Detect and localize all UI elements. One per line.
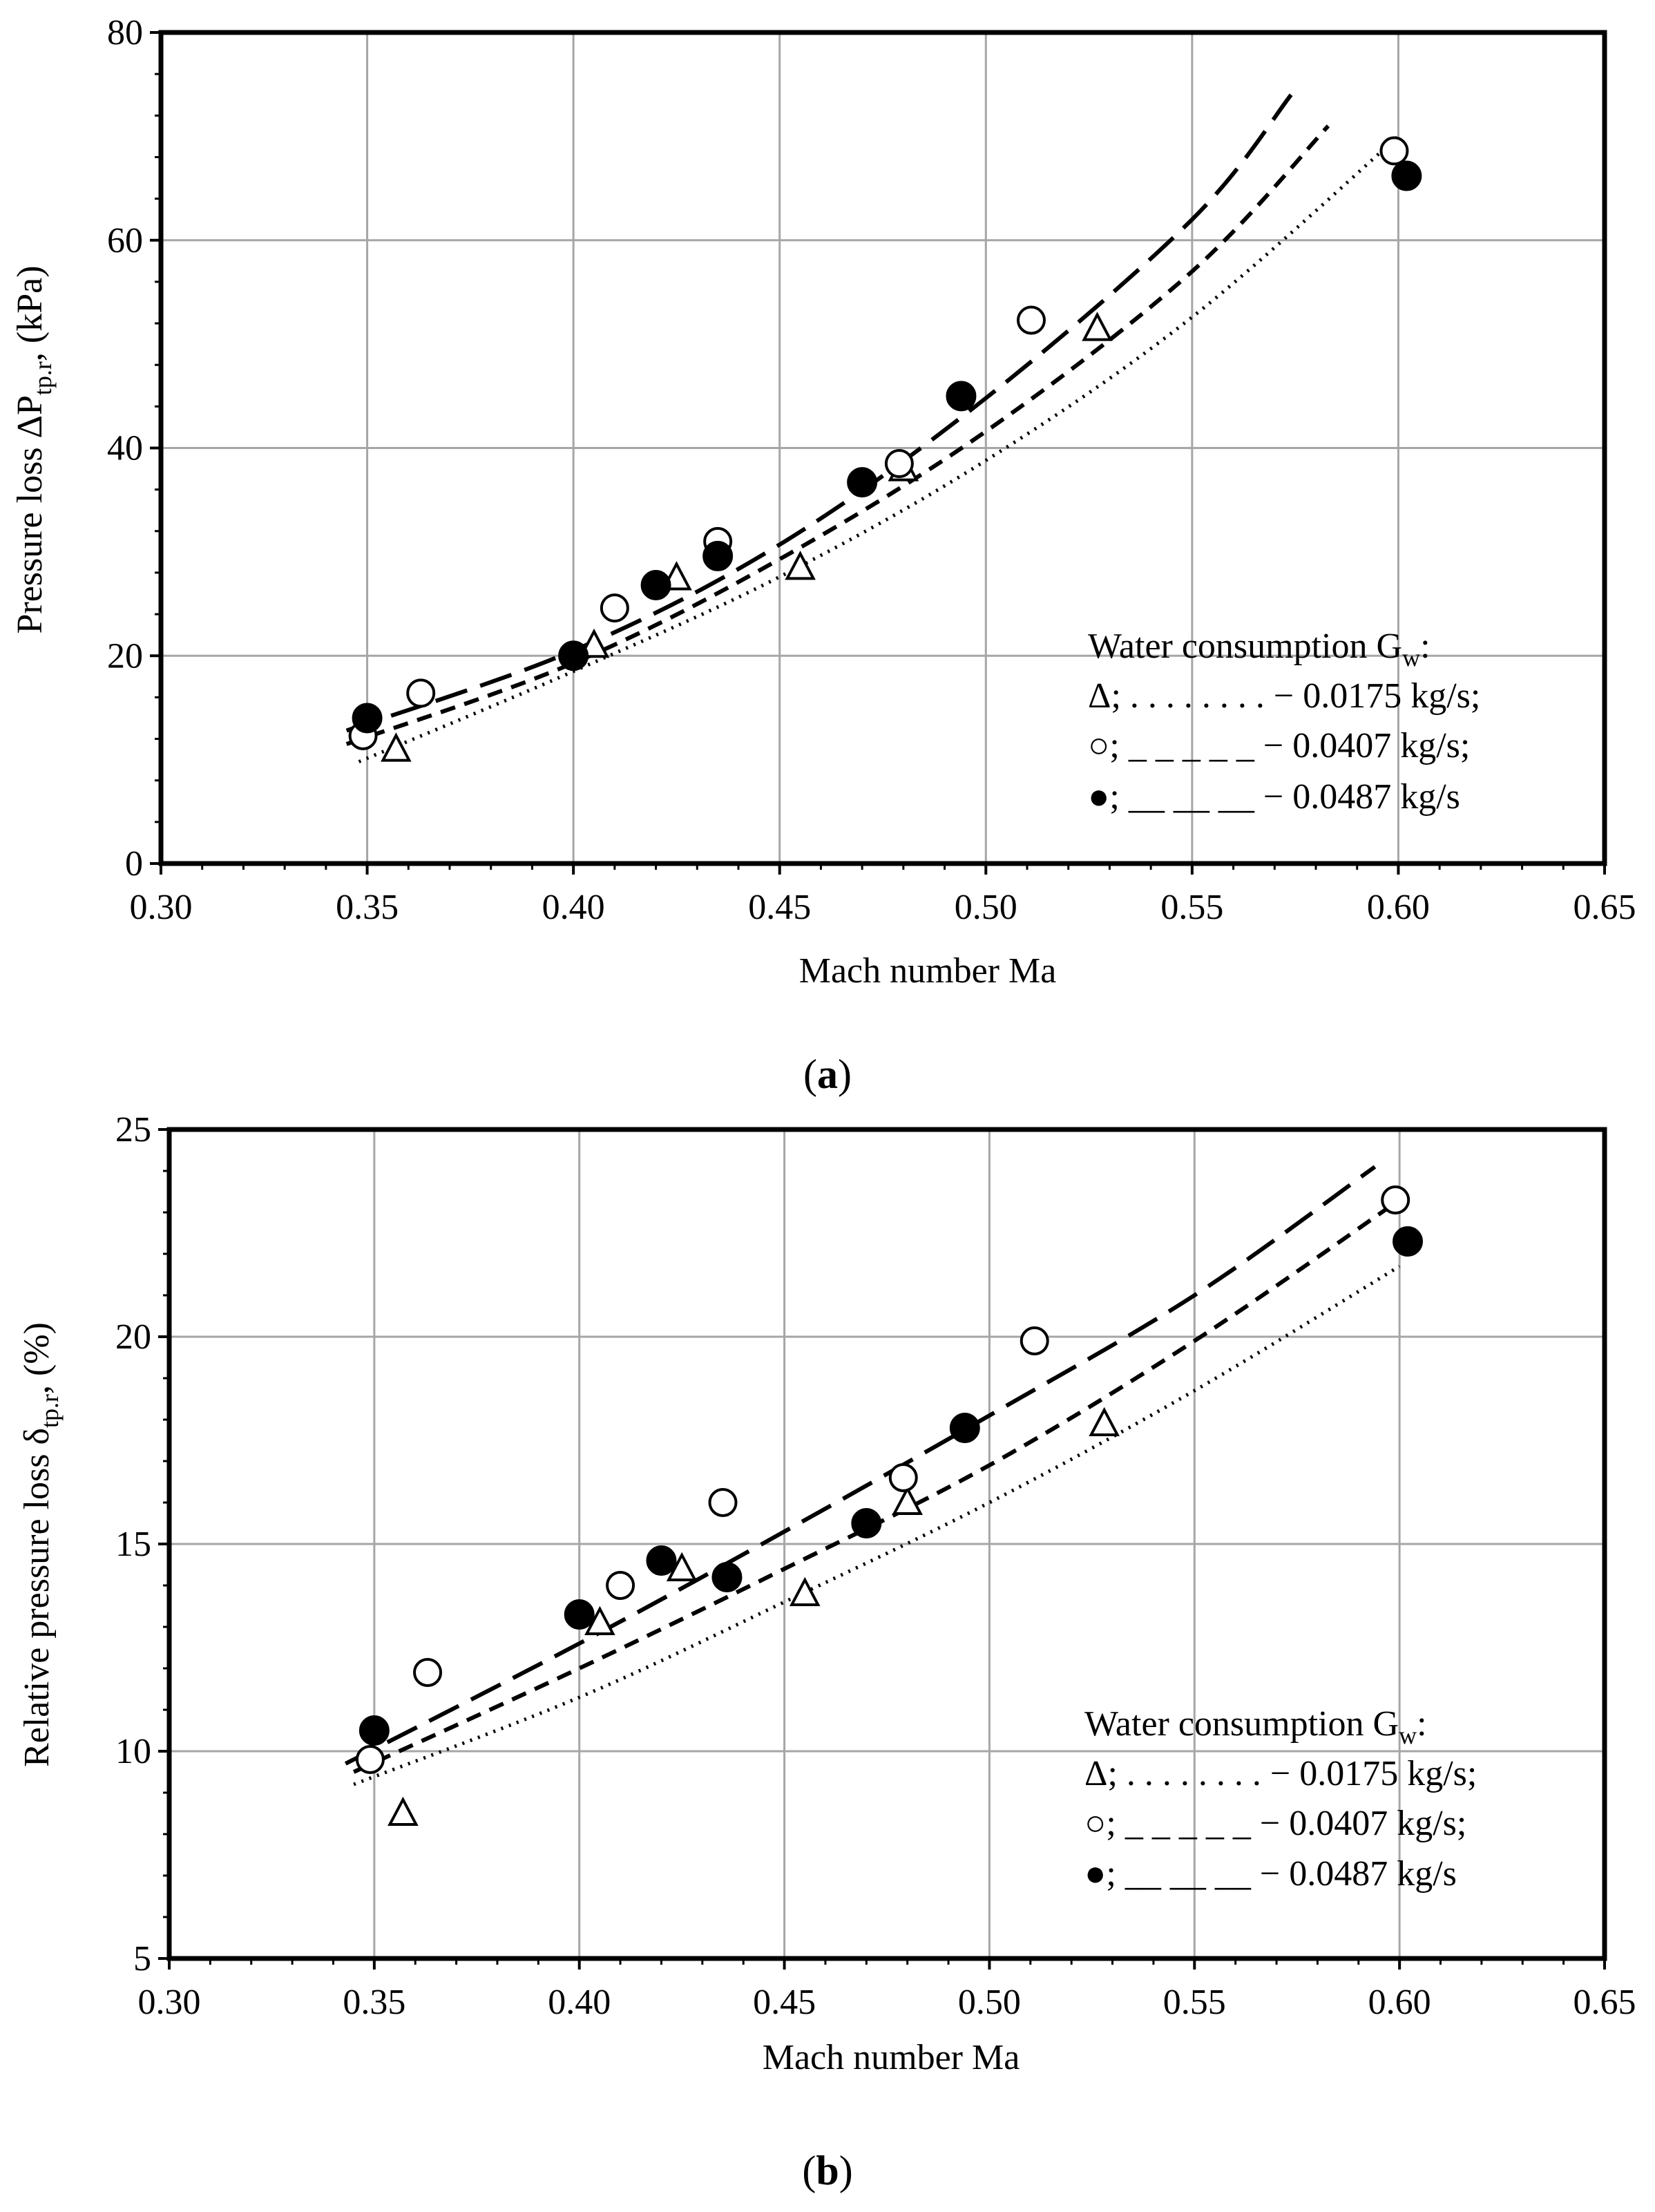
x-tick-label-a: 0.35 [336,888,399,927]
x-tick-label-a: 0.65 [1573,888,1636,927]
point-circle-filled-b [1393,1226,1424,1257]
fit-line-dotted-a [358,135,1400,763]
x-tick-label-b: 0.35 [343,1983,405,2022]
point-circle-filled-b [564,1599,595,1630]
y-tick-label-b: 25 [115,1110,151,1150]
markers-a [348,136,1422,762]
point-circle-open-b [413,1658,443,1687]
fit-line-short-dash-b [352,1198,1401,1774]
point-circle-filled-b [851,1508,882,1538]
point-triangle-b [789,1576,821,1606]
legend-entry-3-a: ●; __ __ __ − 0.0487 kg/s [1088,777,1460,817]
point-triangle-a [381,732,412,762]
y-tick-label-b: 10 [115,1732,151,1771]
tick-labels-a: 0.30 0.35 0.40 0.45 0.50 0.55 0.60 0.65 0 20 40 60 8… [107,13,1636,927]
legend-b: Water consumption Gw: Δ; . . . . . . . .… [1084,1704,1477,1894]
x-tick-label-b: 0.60 [1368,1983,1431,2022]
markers-b [355,1185,1424,1826]
legend-title-b: Water consumption Gw: [1084,1704,1427,1749]
point-circle-filled-a [640,569,671,600]
point-circle-filled-a [702,540,734,571]
point-circle-open-a [884,449,914,479]
x-tick-label-a: 0.60 [1367,888,1430,927]
x-axis-label-a: Mach number Ma [799,951,1057,991]
y-tick-label-a: 80 [107,13,143,53]
y-tick-label-a: 20 [107,636,143,676]
legend-entry-2-a: ○; _ _ _ _ _ − 0.0407 kg/s; [1088,726,1470,765]
point-triangle-b [584,1605,615,1635]
legend-entry-2-b: ○; _ _ _ _ _ − 0.0407 kg/s; [1084,1804,1466,1843]
point-circle-filled-a [946,381,977,412]
point-circle-filled-a [352,703,383,734]
point-circle-open-b [606,1571,635,1600]
point-circle-open-b [1381,1185,1410,1214]
x-tick-label-b: 0.45 [753,1983,816,2022]
point-circle-open-a [600,593,629,623]
y-tick-label-b: 20 [115,1317,151,1357]
point-circle-filled-b [711,1562,743,1592]
x-tick-label-a: 0.55 [1160,888,1223,927]
point-triangle-b [892,1485,924,1515]
x-axis-label-b: Mach number Ma [763,2038,1020,2077]
point-circle-filled-b [646,1545,677,1576]
y-tick-label-b: 15 [115,1525,151,1564]
fit-line-short-dash-a [345,124,1330,746]
point-circle-open-b [355,1745,385,1774]
caption-a: (a) [803,1051,852,1097]
y-axis-label-b: Relative pressure loss δtp.r, (%) [17,1322,64,1767]
grid-b [169,1129,1605,1958]
point-circle-open-a [406,678,436,708]
legend-entry-1-b: Δ; . . . . . . . . − 0.0175 kg/s; [1084,1754,1477,1793]
point-circle-filled-a [558,640,589,671]
point-circle-filled-b [358,1715,390,1746]
point-circle-filled-a [847,467,878,498]
fit-line-dotted-b [353,1264,1401,1786]
ticks-a [150,31,1606,875]
x-tick-label-a: 0.40 [542,888,605,927]
point-circle-open-b [888,1463,918,1492]
point-circle-open-b [708,1488,738,1517]
point-triangle-a [785,551,816,580]
fit-lines-b [344,1165,1401,1786]
chart-panel-b: 0.30 0.35 0.40 0.45 0.50 0.55 0.60 0.65 5 10 15 20 2… [17,1110,1636,2193]
x-tick-label-b: 0.30 [138,1983,201,2022]
point-triangle-b [388,1796,419,1826]
x-tick-label-a: 0.50 [955,888,1017,927]
legend-title-a: Water consumption Gw: [1088,627,1431,671]
point-triangle-b [666,1552,698,1581]
point-triangle-a [1082,312,1113,341]
x-tick-label-b: 0.55 [1163,1983,1226,2022]
y-tick-label-a: 60 [107,221,143,260]
tick-labels-b: 0.30 0.35 0.40 0.45 0.50 0.55 0.60 0.65 5 10 15 20 2… [115,1110,1636,2022]
y-tick-label-a: 40 [107,429,143,468]
x-tick-label-b: 0.40 [548,1983,611,2022]
legend-entry-1-a: Δ; . . . . . . . . − 0.0175 kg/s; [1088,676,1480,716]
point-circle-open-a [1379,136,1409,166]
legend-a: Water consumption Gw: Δ; . . . . . . . .… [1088,627,1480,817]
point-circle-filled-b [949,1413,980,1443]
y-tick-label-b: 5 [133,1939,151,1979]
y-tick-label-a: 0 [125,844,143,884]
legend-entry-3-b: ●; __ __ __ − 0.0487 kg/s [1084,1854,1457,1894]
chart-panel-a: 0.30 0.35 0.40 0.45 0.50 0.55 0.60 0.65 0 20 40 60 8… [10,13,1636,1097]
x-tick-label-a: 0.30 [130,888,193,927]
point-triangle-b [1089,1407,1120,1436]
y-axis-label-a: Pressure loss ΔPtp.r, (kPa) [10,265,57,633]
fit-line-long-dash-b [344,1165,1377,1766]
point-circle-open-b [1020,1326,1049,1355]
caption-b: (b) [802,2148,852,2193]
ticks-b [158,1128,1606,1970]
point-circle-open-a [1016,305,1046,335]
x-tick-label-b: 0.50 [958,1983,1021,2022]
x-tick-label-a: 0.45 [748,888,811,927]
point-circle-filled-a [1391,160,1422,191]
x-tick-label-b: 0.65 [1573,1983,1636,2022]
